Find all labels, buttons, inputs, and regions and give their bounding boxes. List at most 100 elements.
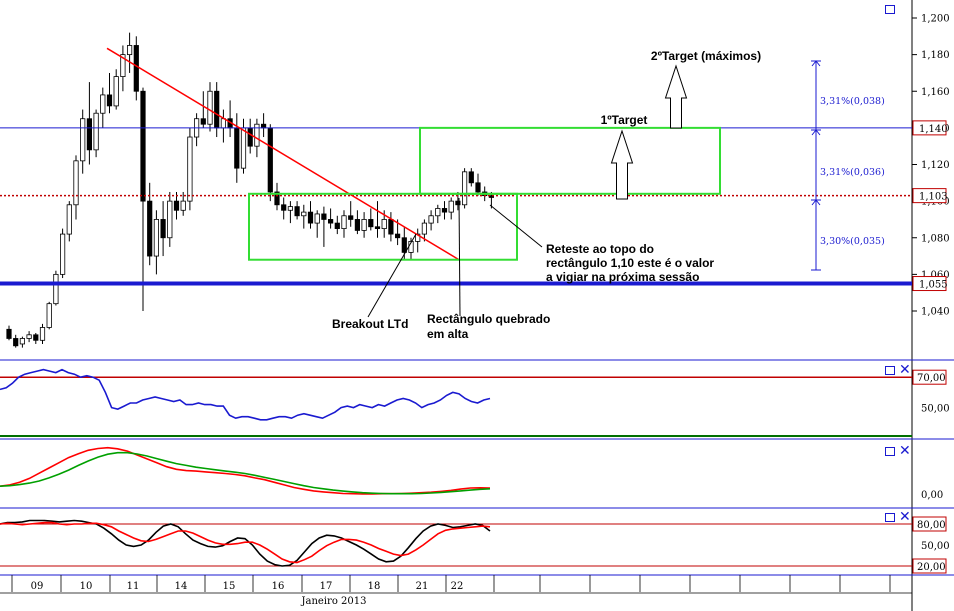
candle [86, 118, 92, 151]
y-tick-label: 1,120 [921, 160, 950, 171]
macd-close-icon[interactable]: ✕ [899, 443, 911, 459]
retest-pointer [489, 204, 543, 248]
candle [73, 160, 79, 206]
candle [254, 123, 260, 147]
candle [33, 334, 39, 341]
candle [173, 200, 180, 211]
breakout-pointer [367, 233, 417, 318]
candle [66, 204, 72, 235]
rsi-level-tag [912, 369, 947, 385]
rectangle-pointer [458, 197, 461, 317]
candle [341, 215, 347, 229]
measure-arrowhead [811, 60, 821, 67]
macd-window-icon[interactable] [885, 447, 895, 456]
trend-line [106, 47, 460, 261]
y-tick-label: 1,080 [921, 233, 950, 244]
level-label: 1,055 [919, 280, 948, 291]
day-label: 22 [451, 581, 464, 592]
candle [294, 206, 300, 217]
measure-arrowhead [811, 199, 821, 206]
target-2-arrow [664, 64, 688, 129]
rsi-level-label: 70,00 [917, 373, 946, 384]
candle [60, 233, 66, 275]
candle [180, 200, 186, 211]
candle [187, 136, 193, 202]
candle [461, 171, 468, 206]
rectangle-zone [419, 126, 721, 195]
day-label: 16 [272, 581, 285, 592]
candle [207, 90, 213, 125]
annotation-rectangle-2: em alta [427, 327, 469, 341]
candle [488, 195, 495, 198]
candle [120, 54, 126, 78]
target-1-arrow [610, 129, 634, 200]
candle [435, 208, 441, 217]
candle [160, 219, 166, 239]
candle [401, 237, 407, 253]
candle [448, 200, 454, 213]
target-2-label: 2ºTarget (máximos) [651, 49, 761, 63]
day-label: 18 [368, 581, 381, 592]
candle [260, 123, 267, 129]
candle [106, 94, 113, 107]
candle [348, 215, 354, 220]
level-tag [912, 188, 947, 204]
y-tick-label: 1,180 [921, 50, 950, 61]
measure-label-top: 3,31%(0,038) [820, 96, 885, 107]
candle [140, 90, 146, 202]
day-label: 09 [31, 581, 44, 592]
candle [468, 171, 474, 184]
candle [314, 213, 320, 224]
stoch-close-icon[interactable]: ✕ [899, 509, 911, 525]
candle [46, 303, 52, 328]
candle [234, 127, 240, 169]
annotation-retest-1: Reteste ao topo do [546, 242, 654, 256]
candle [361, 219, 367, 231]
month-label: Janeiro 2013 [301, 596, 367, 607]
annotation-rectangle-1: Rectângulo quebrado [427, 312, 550, 326]
candle [267, 127, 273, 193]
stoch-window-icon[interactable] [885, 513, 895, 522]
y-tick-label: 1,160 [921, 87, 950, 98]
candle [421, 222, 428, 235]
candle [374, 226, 381, 229]
annotation-retest-3: a vigiar na próxima sessão [546, 270, 699, 284]
level-tag [912, 276, 947, 292]
candle [334, 222, 340, 229]
stoch-red-line [0, 521, 491, 564]
candle [301, 211, 307, 217]
stoch-level-tag [912, 516, 947, 532]
measure-label-bottom: 3,30%(0,035) [820, 236, 885, 247]
y-tick-label: 1,200 [921, 14, 950, 25]
day-label: 10 [80, 581, 93, 592]
y-tick-label: 1,040 [921, 307, 950, 318]
stoch-level-label-80: 80,00 [917, 520, 946, 531]
candle [200, 118, 206, 125]
measure-label-mid: 3,31%(0,036) [820, 167, 885, 178]
candle [127, 45, 133, 56]
stoch-level-label-20: 20,00 [917, 562, 946, 573]
rsi-tick-label: 50,00 [921, 404, 950, 415]
candle [327, 219, 334, 224]
macd-green-line [0, 451, 491, 495]
candle [368, 219, 374, 228]
candle [455, 200, 461, 206]
window-icon[interactable] [885, 5, 895, 14]
stoch-level-tag [912, 558, 947, 574]
macd-tick-label: 0,00 [921, 490, 943, 501]
rsi-close-icon[interactable]: ✕ [899, 362, 911, 378]
stoch-black-line [0, 519, 491, 567]
candle [441, 208, 448, 213]
candle [93, 112, 99, 151]
candle [287, 206, 294, 211]
rsi-window-icon[interactable] [885, 366, 895, 375]
candle [281, 204, 287, 211]
candle [153, 219, 159, 257]
candle [307, 211, 314, 224]
candle [6, 328, 12, 339]
y-tick-label: 1,060 [921, 270, 950, 281]
day-label: 14 [175, 581, 188, 592]
measure-arrowhead [811, 129, 821, 136]
candle [428, 215, 434, 224]
stoch-tick-label: 50,00 [921, 541, 950, 552]
